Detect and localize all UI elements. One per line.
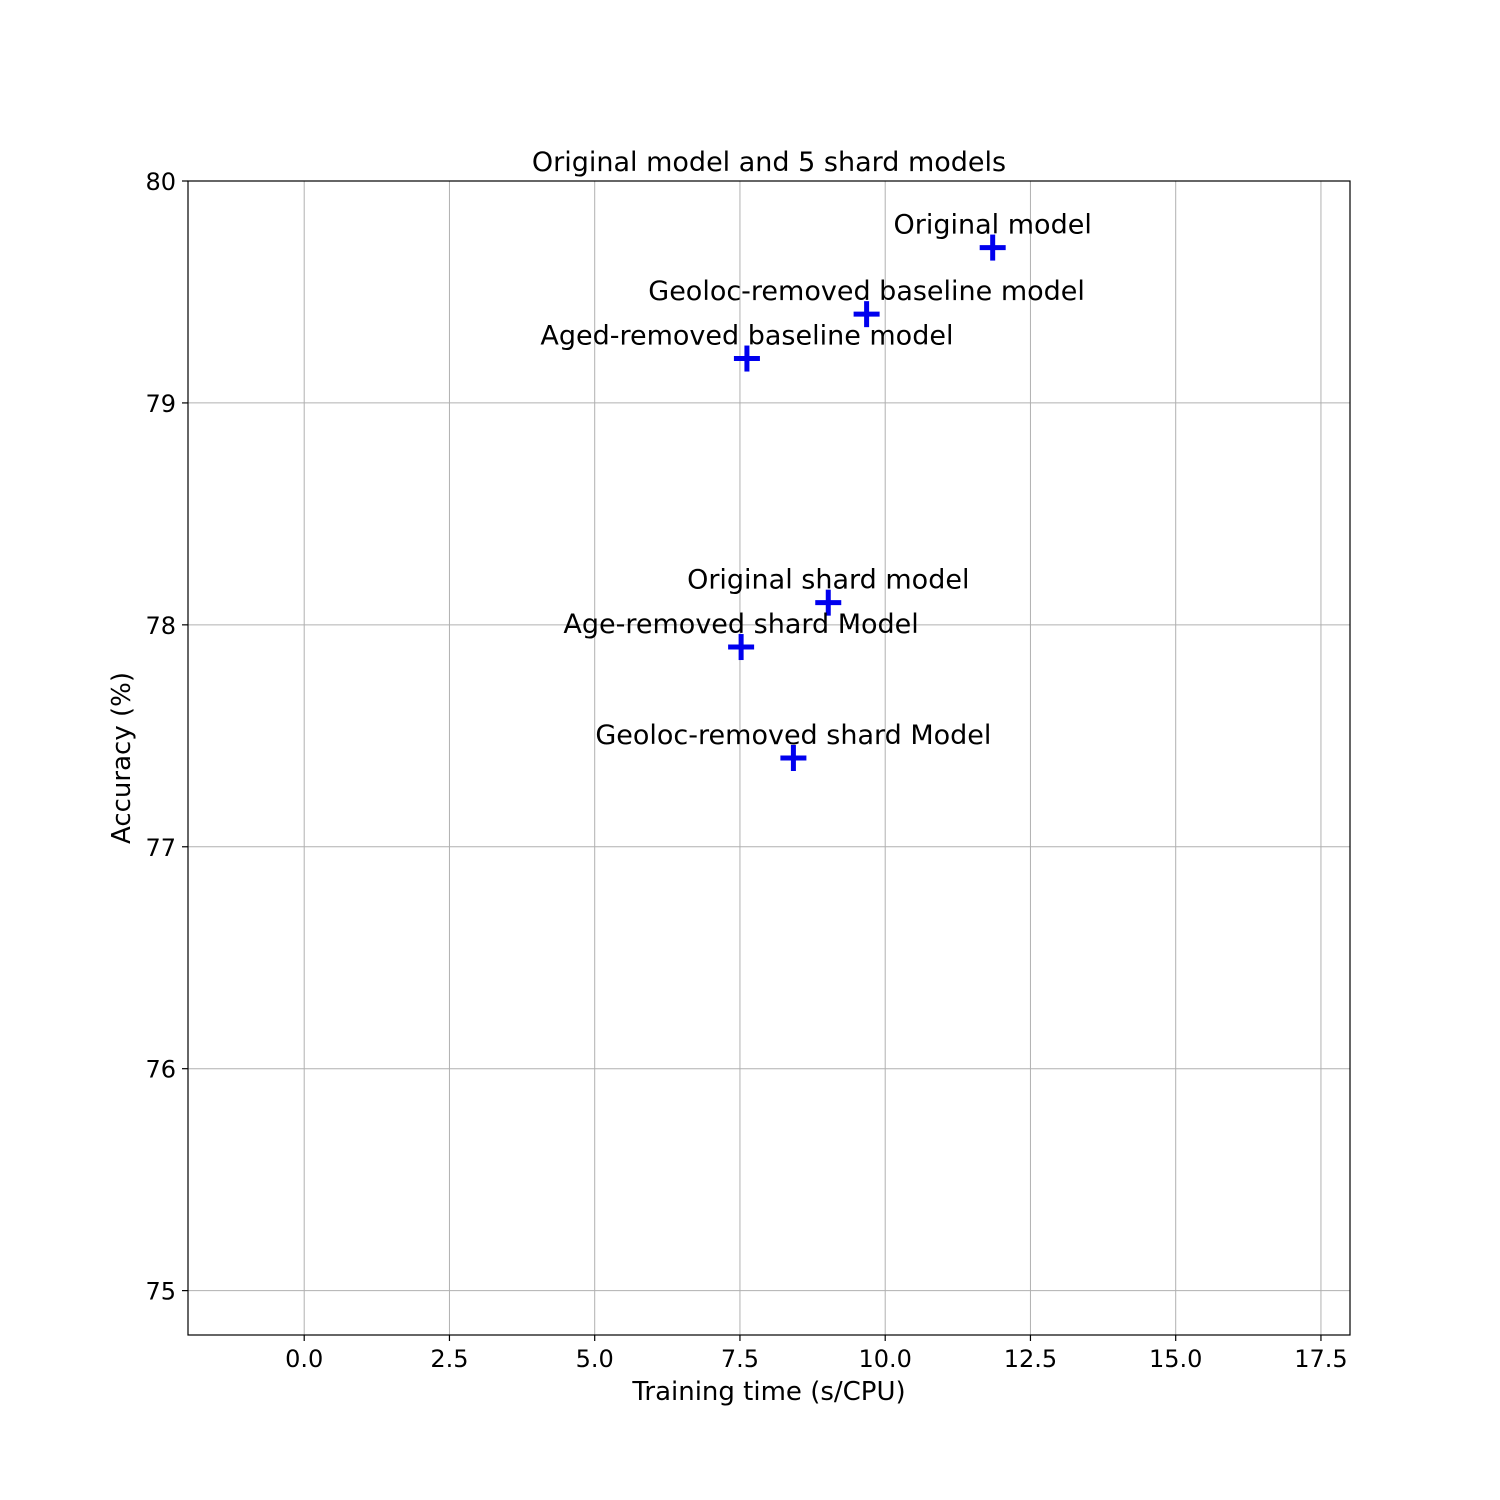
point-label: Age-removed shard Model	[563, 609, 918, 640]
plot-frame	[187, 180, 1351, 1336]
x-tick-label: 12.5	[1004, 1345, 1057, 1373]
point-label: Geoloc-removed shard Model	[595, 720, 991, 751]
y-axis-title: Accuracy (%)	[107, 672, 137, 844]
x-tick-label: 17.5	[1294, 1345, 1347, 1373]
tick-layer: 0.0 2.5 5.0 7.5 10.0 12.5 15.0 17.5 75 76 77 78 79 80	[145, 168, 1347, 1373]
data-point	[733, 345, 760, 372]
x-tick-label: 2.5	[430, 1345, 468, 1373]
y-tick-label: 76	[145, 1056, 176, 1084]
y-tick-label: 77	[145, 834, 176, 862]
y-tick-label: 75	[145, 1278, 176, 1306]
point-label: Aged-removed baseline model	[540, 321, 953, 352]
point-label: Original model	[894, 210, 1092, 241]
y-tick-label: 79	[145, 390, 176, 418]
data-point	[853, 301, 880, 328]
point-layer	[728, 234, 1006, 771]
label-layer: Original model Geoloc-removed baseline mo…	[540, 210, 1091, 751]
x-tick-label: 0.0	[285, 1345, 323, 1373]
point-label: Geoloc-removed baseline model	[648, 276, 1085, 307]
data-point	[979, 234, 1006, 261]
chart-title: Original model and 5 shard models	[532, 147, 1006, 178]
x-tick-label: 5.0	[576, 1345, 614, 1373]
x-tick-label: 7.5	[721, 1345, 759, 1373]
data-point	[815, 589, 842, 616]
data-point	[780, 745, 807, 771]
y-tick-label: 78	[145, 612, 176, 640]
grid-layer	[188, 180, 1350, 1335]
y-tick-label: 80	[145, 168, 176, 196]
x-tick-label: 15.0	[1149, 1345, 1202, 1373]
x-axis-title: Training time (s/CPU)	[631, 1377, 905, 1407]
point-label: Original shard model	[687, 565, 969, 596]
data-point	[728, 634, 755, 661]
x-tick-label: 10.0	[858, 1345, 911, 1373]
